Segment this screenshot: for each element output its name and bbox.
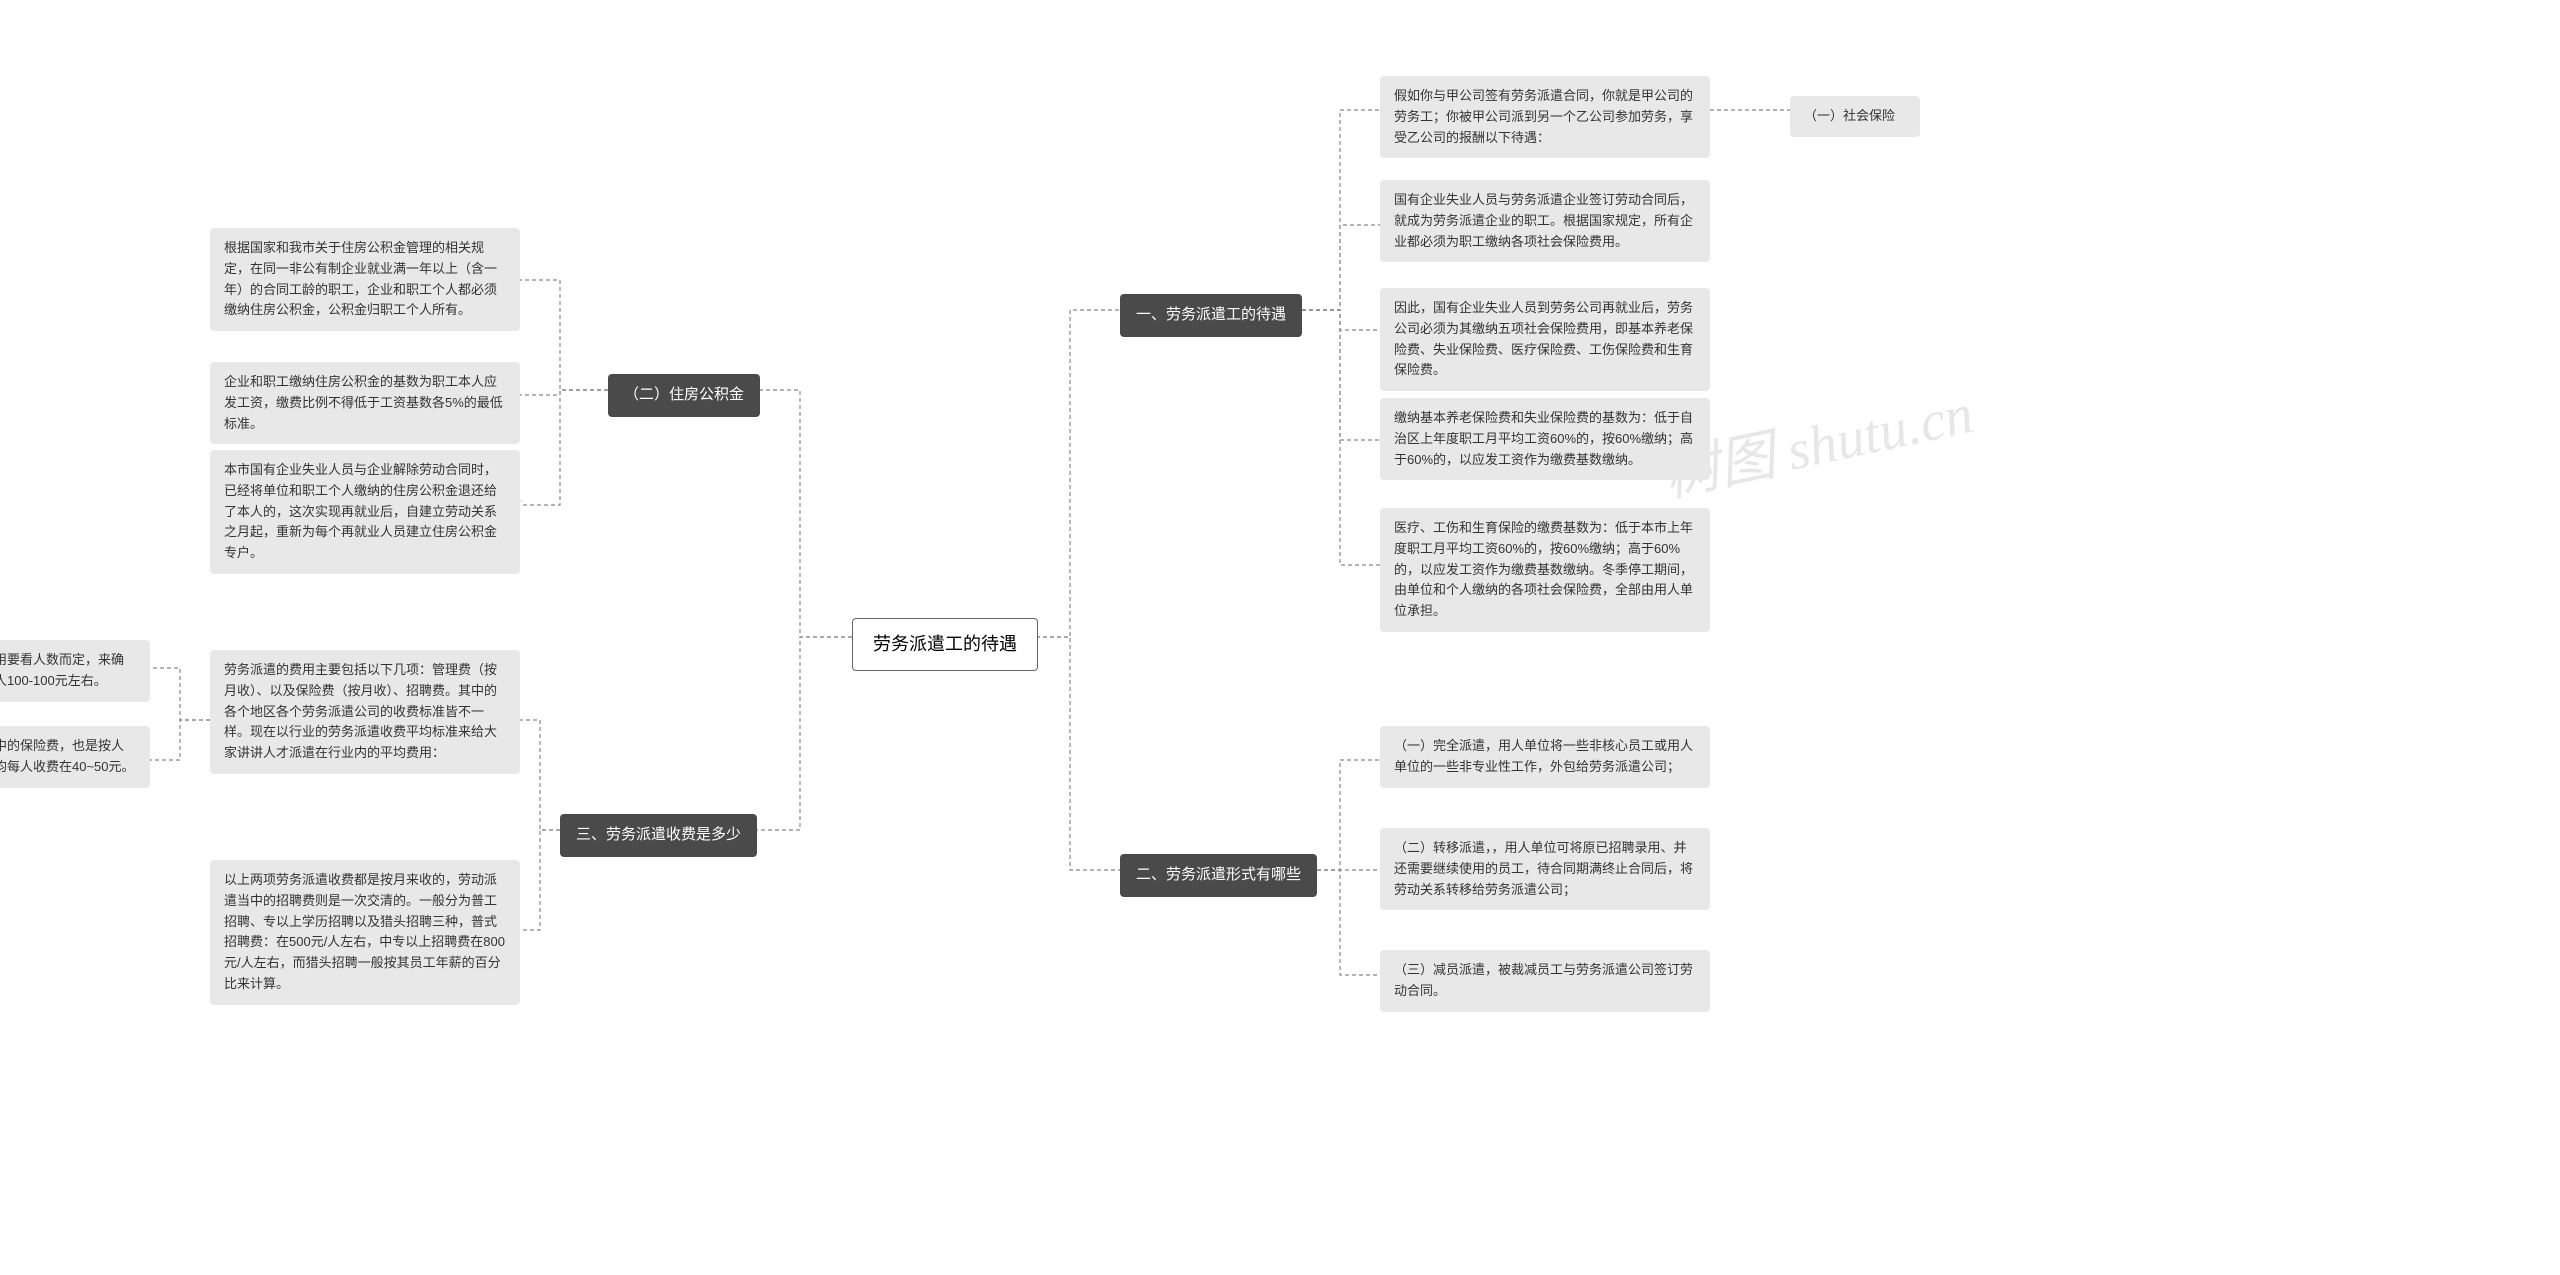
leaf-node: （二）劳动派遣费用当中的保险费，也是按人数来定收费标准的，平均每人收费在40~5… <box>0 726 150 788</box>
leaf-node: （二）转移派遣，，用人单位可将原已招聘录用、并还需要继续使用的员工，待合同期满终… <box>1380 828 1710 910</box>
leaf-node: 根据国家和我市关于住房公积金管理的相关规定，在同一非公有制企业就业满一年以上（含… <box>210 228 520 331</box>
root-node: 劳务派遣工的待遇 <box>852 618 1038 671</box>
leaf-node: 假如你与甲公司签有劳务派遣合同，你就是甲公司的劳务工；你被甲公司派到另一个乙公司… <box>1380 76 1710 158</box>
branch-housing-fund: （二）住房公积金 <box>608 374 760 417</box>
leaf-node: 本市国有企业失业人员与企业解除劳动合同时，已经将单位和职工个人缴纳的住房公积金退… <box>210 450 520 574</box>
leaf-node: 以上两项劳务派遣收费都是按月来收的，劳动派遣当中的招聘费则是一次交清的。一般分为… <box>210 860 520 1005</box>
leaf-node: （三）减员派遣，被裁减员工与劳务派遣公司签订劳动合同。 <box>1380 950 1710 1012</box>
leaf-node: （一）劳动派遣管理费用要看人数而定，来确定收费。平均收费在每人100-100元左… <box>0 640 150 702</box>
leaf-node: 医疗、工伤和生育保险的缴费基数为：低于本市上年度职工月平均工资60%的，按60%… <box>1380 508 1710 632</box>
connector-layer <box>0 0 2560 1275</box>
leaf-node: 国有企业失业人员与劳务派遣企业签订劳动合同后，就成为劳务派遣企业的职工。根据国家… <box>1380 180 1710 262</box>
leaf-node: （一）完全派遣，用人单位将一些非核心员工或用人单位的一些非专业性工作，外包给劳务… <box>1380 726 1710 788</box>
leaf-node: 因此，国有企业失业人员到劳务公司再就业后，劳务公司必须为其缴纳五项社会保险费用，… <box>1380 288 1710 391</box>
branch-fees: 三、劳务派遣收费是多少 <box>560 814 757 857</box>
leaf-node: 劳务派遣的费用主要包括以下几项：管理费（按月收）、以及保险费（按月收）、招聘费。… <box>210 650 520 774</box>
leaf-node: 企业和职工缴纳住房公积金的基数为职工本人应发工资，缴费比例不得低于工资基数各5%… <box>210 362 520 444</box>
branch-forms: 二、劳务派遣形式有哪些 <box>1120 854 1317 897</box>
leaf-node: （一）社会保险 <box>1790 96 1920 137</box>
leaf-node: 缴纳基本养老保险费和失业保险费的基数为：低于自治区上年度职工月平均工资60%的，… <box>1380 398 1710 480</box>
branch-treatment: 一、劳务派遣工的待遇 <box>1120 294 1302 337</box>
